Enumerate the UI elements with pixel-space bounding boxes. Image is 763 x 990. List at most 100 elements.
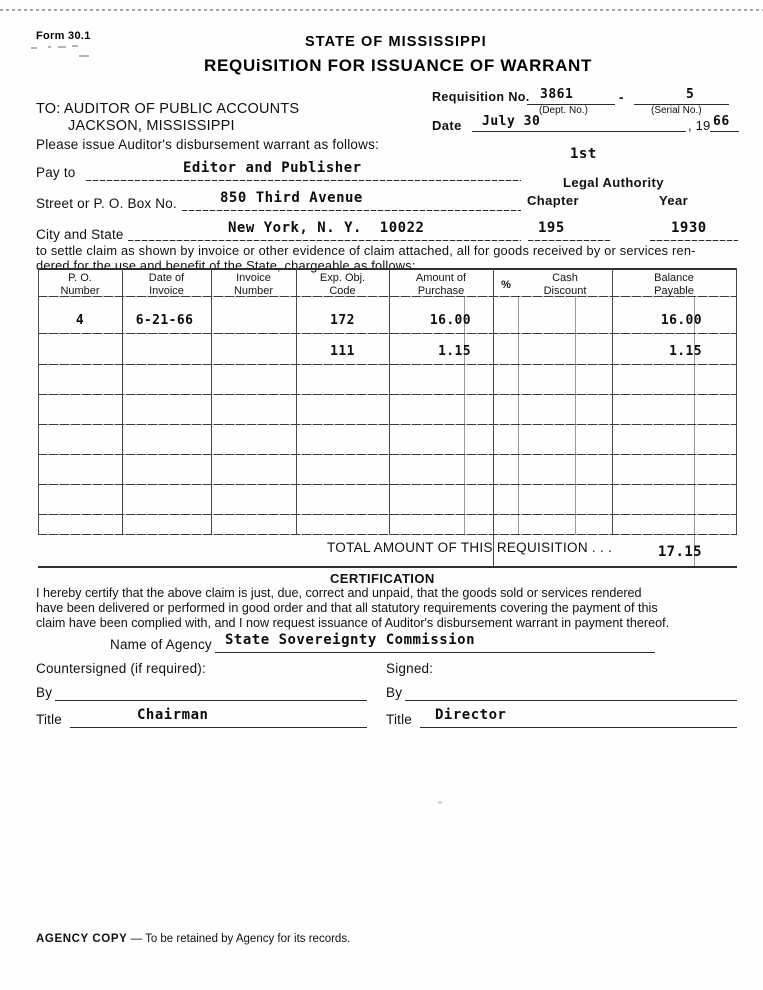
- column-header-amount-of-purchase: Amount of Purchase: [389, 272, 493, 297]
- column-header-line-2: Purchase: [417, 284, 465, 297]
- city-state-value: New York, N. Y. 10022: [228, 220, 425, 236]
- column-header-date-of-invoice: Date of Invoice: [122, 272, 211, 297]
- scan-edge-artifact: [0, 9, 763, 11]
- date-label: Date: [432, 118, 462, 133]
- table-col-divider: [389, 268, 390, 534]
- countersigned-label: Countersigned (if required):: [36, 661, 206, 676]
- column-header-line-1: Date of: [148, 272, 185, 284]
- column-header-cash-discount: Cash Discount: [518, 272, 612, 297]
- cell-exp-obj-code: 172: [330, 313, 355, 328]
- pay-to-rule: [86, 180, 521, 181]
- total-label: TOTAL AMOUNT OF THIS REQUISITION . . .: [327, 540, 613, 555]
- table-bottom-border: [38, 566, 737, 568]
- requisition-number-rule: [527, 104, 615, 105]
- title-rule-right: [420, 727, 737, 728]
- settle-text-line-2: dered for the use and benefit of the Sta…: [36, 258, 416, 273]
- table-row-divider: [38, 454, 737, 455]
- legal-authority-heading: Legal Authority: [563, 175, 664, 190]
- pay-to-label: Pay to: [36, 165, 76, 180]
- table-col-divider: [211, 268, 212, 534]
- table-right-border: [736, 268, 737, 534]
- addressee-line: TO: AUDITOR OF PUBLIC ACCOUNTS: [36, 101, 300, 117]
- by-label-right: By: [386, 685, 403, 700]
- table-row-divider: [38, 484, 737, 485]
- settle-text-line-1: to settle claim as shown by invoice or o…: [36, 243, 696, 258]
- table-left-border: [38, 268, 39, 534]
- column-header-line-2: Invoice: [149, 284, 184, 297]
- by-rule-right: [405, 700, 737, 701]
- table-row-divider: [38, 424, 737, 425]
- column-header-po-number: P. O. Number: [38, 272, 122, 297]
- agency-name-value: State Sovereignty Commission: [225, 632, 476, 648]
- column-header-balance-payable: Balance Payable: [612, 272, 736, 297]
- table-header-divider: [38, 296, 737, 297]
- cell-exp-obj-code: 111: [330, 344, 355, 359]
- cell-amount-of-purchase: 16.00: [429, 313, 471, 328]
- scan-speck: [438, 801, 442, 804]
- by-label-left: By: [36, 685, 53, 700]
- scan-speck: [31, 47, 37, 49]
- scan-speck: [48, 46, 51, 48]
- agency-name-label: Name of Agency: [110, 637, 212, 652]
- table-total-divider: [38, 534, 737, 535]
- scan-speck: [79, 55, 89, 57]
- cell-amount-of-purchase: 1.15: [438, 344, 471, 359]
- page-title: REQUiSITION FOR ISSUANCE OF WARRANT: [204, 56, 593, 75]
- city-state-label: City and State: [36, 227, 124, 242]
- serial-no-caption: (Serial No.): [651, 105, 702, 116]
- requisition-dash: -: [619, 90, 624, 105]
- pay-to-value: Editor and Publisher: [183, 160, 362, 176]
- cash-discount-cents-divider: [575, 296, 576, 534]
- certification-line-2: have been delivered or performed in good…: [36, 601, 658, 615]
- agency-name-rule: [215, 652, 655, 653]
- column-header-line-1: Amount of: [415, 272, 467, 284]
- by-rule-left: [55, 700, 367, 701]
- column-header-line-1: Exp. Obj.: [319, 272, 366, 284]
- dept-no-caption: (Dept. No.): [539, 105, 588, 116]
- table-row-divider: [38, 514, 737, 515]
- column-header-line-2: Code: [329, 284, 356, 297]
- signed-label: Signed:: [386, 661, 434, 676]
- instruction-line: Please issue Auditor's disbursement warr…: [36, 137, 379, 152]
- table-col-divider: [296, 268, 297, 534]
- scan-speck: [72, 45, 78, 47]
- serial-number-value: 5: [686, 87, 695, 102]
- requisition-number-value: 3861: [540, 87, 574, 102]
- footer-note: AGENCY COPY — To be retained by Agency f…: [36, 933, 350, 945]
- column-header-line-2: Discount: [543, 284, 587, 297]
- street-rule: [182, 210, 521, 211]
- column-header-line-2: Number: [60, 284, 100, 297]
- table-top-border: [38, 268, 737, 270]
- title-label-left: Title: [36, 712, 63, 727]
- legal-authority-ordinal: 1st: [570, 146, 597, 162]
- column-header-line-1: P. O.: [68, 272, 92, 284]
- column-header-percent: %: [495, 279, 517, 292]
- addressee-city-line: JACKSON, MISSISSIPPI: [68, 118, 235, 134]
- certification-line-3: claim have been complied with, and I now…: [36, 616, 670, 630]
- total-value: 17.15: [657, 544, 702, 560]
- table-col-divider: [122, 268, 123, 534]
- year-rule: [710, 131, 739, 132]
- table-col-divider: [612, 268, 613, 534]
- certification-line-1: I hereby certify that the above claim is…: [36, 586, 642, 600]
- scan-speck: [58, 46, 66, 48]
- column-header-line-1: Cash: [552, 272, 578, 284]
- table-row-divider: [38, 333, 737, 334]
- street-value: 850 Third Avenue: [220, 190, 363, 206]
- cell-balance-payable: 1.15: [669, 344, 702, 359]
- column-header-line-1: %: [501, 279, 511, 291]
- column-header-line-2: Number: [233, 284, 274, 297]
- certification-heading: CERTIFICATION: [330, 571, 435, 586]
- table-row-divider: [38, 364, 737, 365]
- title-value-left: Chairman: [137, 707, 209, 723]
- table-col-divider: [493, 268, 494, 566]
- legal-authority-year-label: Year: [659, 193, 689, 208]
- serial-number-rule: [634, 104, 729, 105]
- street-label: Street or P. O. Box No.: [36, 196, 177, 211]
- form-number: Form 30.1: [36, 30, 91, 42]
- title-label-right: Title: [386, 712, 413, 727]
- footer-rest: — To be retained by Agency for its recor…: [127, 933, 351, 945]
- cell-date-of-invoice: 6-21-66: [135, 313, 194, 328]
- city-state-rule: [128, 240, 521, 241]
